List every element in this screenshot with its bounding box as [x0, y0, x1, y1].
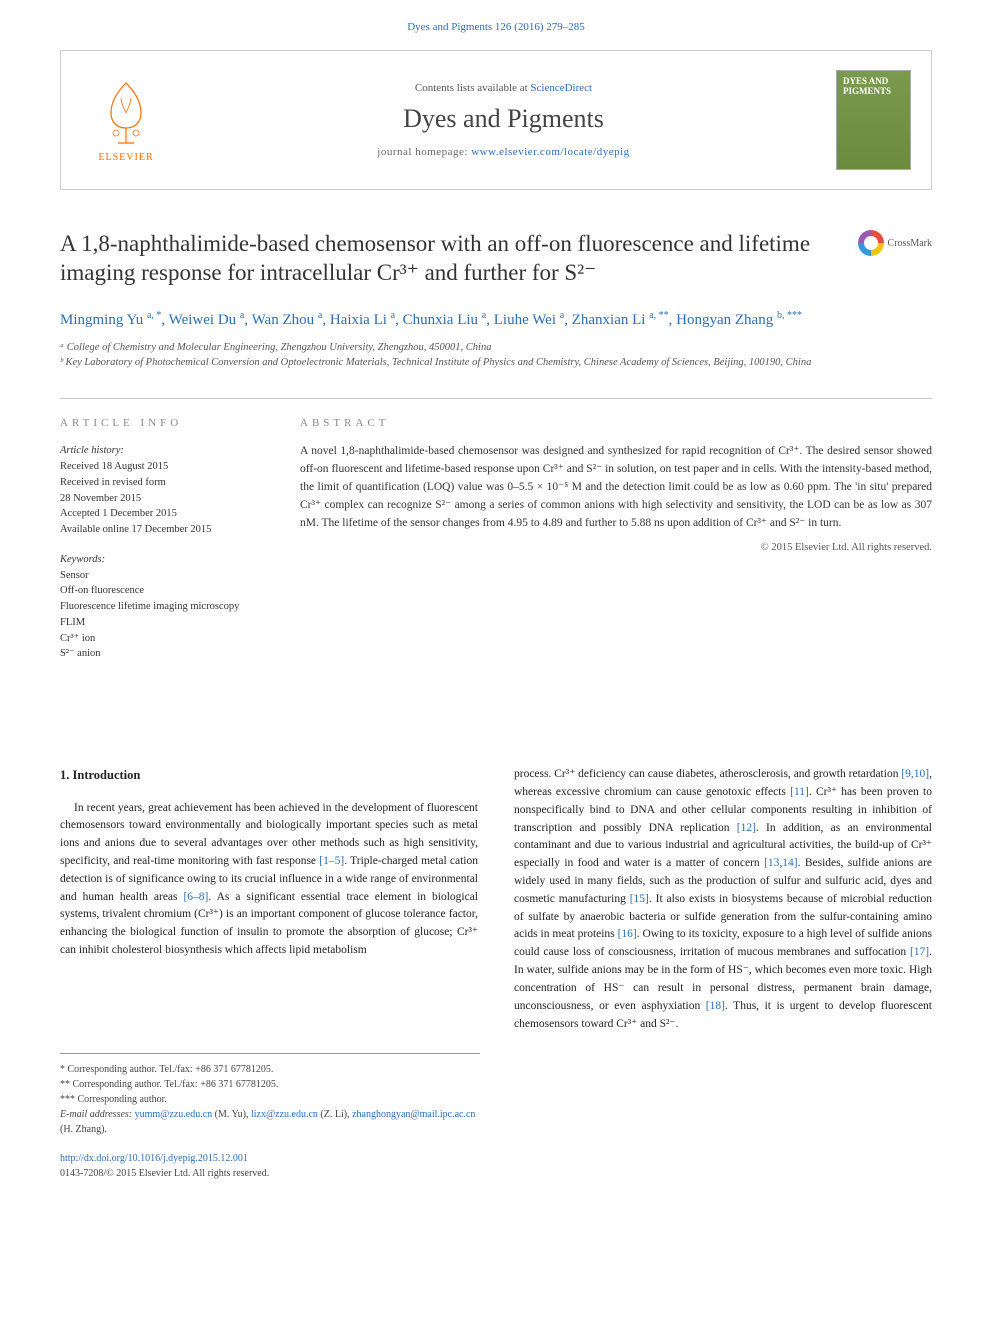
issn-copyright-line: 0143-7208/© 2015 Elsevier Ltd. All right…: [60, 1166, 932, 1181]
footnote-star3: *** Corresponding author.: [60, 1092, 480, 1107]
left-column: 1. Introduction In recent years, great a…: [60, 766, 478, 1033]
abstract-heading: ABSTRACT: [300, 417, 932, 429]
right-column: process. Cr³⁺ deficiency can cause diabe…: [514, 766, 932, 1033]
email-link-1[interactable]: yumm@zzu.edu.cn: [135, 1109, 213, 1120]
article-header: A 1,8-naphthalimide-based chemosensor wi…: [60, 230, 932, 288]
journal-masthead: ELSEVIER Contents lists available at Sci…: [60, 50, 932, 190]
page-header: Dyes and Pigments 126 (2016) 279–285: [0, 0, 992, 42]
masthead-center: Contents lists available at ScienceDirec…: [171, 82, 836, 158]
affiliation-a: ᵃ College of Chemistry and Molecular Eng…: [60, 341, 932, 356]
journal-name: Dyes and Pigments: [171, 104, 836, 134]
crossmark-icon: [858, 230, 884, 256]
crossmark-badge[interactable]: CrossMark: [858, 230, 932, 256]
email-who-2: (Z. Li),: [318, 1109, 352, 1120]
intro-paragraph-1: In recent years, great achievement has b…: [60, 800, 478, 960]
history-line: Received in revised form: [60, 475, 260, 491]
footnote-star1: * Corresponding author. Tel./fax: +86 37…: [60, 1062, 480, 1077]
keywords-block: Keywords: Sensor Off-on fluorescence Flu…: [60, 552, 260, 662]
history-line: Received 18 August 2015: [60, 459, 260, 475]
keyword: Off-on fluorescence: [60, 583, 260, 599]
history-line: 28 November 2015: [60, 491, 260, 507]
doi-link[interactable]: http://dx.doi.org/10.1016/j.dyepig.2015.…: [60, 1153, 248, 1164]
body-columns: 1. Introduction In recent years, great a…: [60, 766, 932, 1033]
affiliations: ᵃ College of Chemistry and Molecular Eng…: [60, 341, 932, 370]
contents-prefix: Contents lists available at: [415, 82, 530, 94]
elsevier-logo[interactable]: ELSEVIER: [81, 70, 171, 170]
homepage-prefix: journal homepage:: [377, 146, 471, 158]
elsevier-name: ELSEVIER: [98, 152, 153, 163]
keyword: S²⁻ anion: [60, 646, 260, 662]
abstract-copyright: © 2015 Elsevier Ltd. All rights reserved…: [300, 542, 932, 553]
citation-line: Dyes and Pigments 126 (2016) 279–285: [407, 21, 585, 33]
email-who-3: (H. Zhang).: [60, 1124, 107, 1135]
history-line: Available online 17 December 2015: [60, 522, 260, 538]
section-1-heading: 1. Introduction: [60, 766, 478, 785]
email-link-2[interactable]: lizx@zzu.edu.cn: [251, 1109, 318, 1120]
contents-line: Contents lists available at ScienceDirec…: [171, 82, 836, 94]
intro-paragraph-2: process. Cr³⁺ deficiency can cause diabe…: [514, 766, 932, 1033]
info-abstract-row: ARTICLE INFO Article history: Received 1…: [60, 398, 932, 676]
homepage-line: journal homepage: www.elsevier.com/locat…: [171, 146, 836, 158]
history-line: Accepted 1 December 2015: [60, 506, 260, 522]
article-info-heading: ARTICLE INFO: [60, 417, 260, 429]
email-label: E-mail addresses:: [60, 1109, 132, 1120]
keyword: FLIM: [60, 615, 260, 631]
email-who-1: (M. Yu),: [212, 1109, 251, 1120]
keywords-label: Keywords:: [60, 552, 260, 568]
abstract-text: A novel 1,8-naphthalimide-based chemosen…: [300, 443, 932, 532]
footnote-star2: ** Corresponding author. Tel./fax: +86 3…: [60, 1077, 480, 1092]
homepage-link[interactable]: www.elsevier.com/locate/dyepig: [471, 146, 629, 158]
crossmark-label: CrossMark: [888, 238, 932, 249]
keyword: Sensor: [60, 568, 260, 584]
email-link-3[interactable]: zhanghongyan@mail.ipc.ac.cn: [352, 1109, 475, 1120]
keyword: Fluorescence lifetime imaging microscopy: [60, 599, 260, 615]
affiliation-b: ᵇ Key Laboratory of Photochemical Conver…: [60, 356, 932, 371]
article-history: Article history: Received 18 August 2015…: [60, 443, 260, 538]
journal-cover-thumbnail[interactable]: DYES AND PIGMENTS: [836, 70, 911, 170]
abstract-block: ABSTRACT A novel 1,8-naphthalimide-based…: [300, 417, 932, 676]
sciencedirect-link[interactable]: ScienceDirect: [530, 82, 592, 94]
page-footer: http://dx.doi.org/10.1016/j.dyepig.2015.…: [60, 1151, 932, 1181]
footnote-emails: E-mail addresses: yumm@zzu.edu.cn (M. Yu…: [60, 1107, 480, 1137]
article-info-block: ARTICLE INFO Article history: Received 1…: [60, 417, 260, 676]
cover-title: DYES AND PIGMENTS: [843, 77, 904, 97]
article-title: A 1,8-naphthalimide-based chemosensor wi…: [60, 230, 820, 288]
keyword: Cr³⁺ ion: [60, 631, 260, 647]
elsevier-tree-icon: [96, 78, 156, 148]
author-list: Mingming Yu a, *, Weiwei Du a, Wan Zhou …: [60, 308, 932, 332]
history-label: Article history:: [60, 443, 260, 459]
corresponding-author-footnotes: * Corresponding author. Tel./fax: +86 37…: [60, 1053, 480, 1137]
